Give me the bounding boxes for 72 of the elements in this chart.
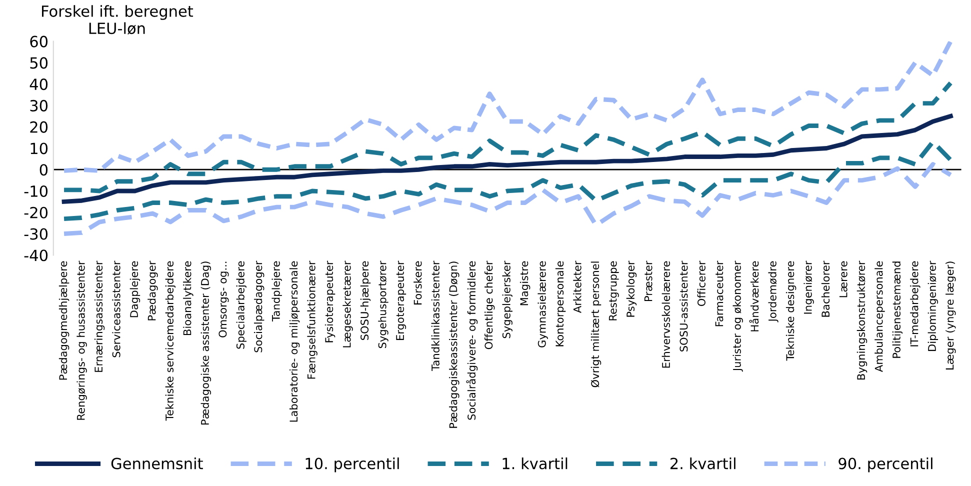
x-tick-label: Specialarbejdere bbox=[236, 261, 246, 349]
x-tick-label: Øvrigt militært personel bbox=[590, 262, 602, 388]
x-tick-label: Tandklinikassistenter bbox=[431, 260, 440, 372]
y-tick-label: 50 bbox=[30, 57, 48, 69]
x-tick-label: Offentlige chefer bbox=[484, 260, 495, 350]
x-tick-label: Kontorpersonale bbox=[555, 261, 566, 346]
x-tick-label: Dagplejere bbox=[130, 261, 140, 318]
line-series bbox=[62, 162, 953, 236]
x-tick-label: Ergoterapeuter bbox=[396, 260, 406, 340]
y-tick-label: -40 bbox=[24, 250, 48, 262]
x-tick-label: Bygningskonstruktører bbox=[856, 260, 868, 380]
x-tick-label: Håndværkere bbox=[749, 261, 759, 332]
x-tick-label: Sygeplejersker bbox=[502, 260, 512, 338]
x-tick-label: SOSU-assistenter bbox=[680, 260, 688, 352]
legend-label: 2. kvartil bbox=[670, 457, 736, 470]
x-tick-label: Magistre bbox=[520, 261, 530, 306]
x-tick-label: Ambulancepersonale bbox=[874, 261, 885, 372]
x-tick-label: Præster bbox=[644, 260, 652, 302]
x-tick-label: Socialrådgivere- og formidlere bbox=[466, 261, 478, 420]
x-tick-label: Serviceassistenter bbox=[112, 260, 120, 358]
legend-label: 10. percentil bbox=[306, 457, 399, 472]
x-tick-label: Fængselsfunktionærer bbox=[307, 260, 318, 379]
x-tick-label: Bachelorer bbox=[821, 260, 830, 317]
y-tick-label: 40 bbox=[30, 78, 48, 90]
x-tick-label: SOSU-hjælpere bbox=[360, 261, 371, 340]
y-tick-label: 60 bbox=[30, 36, 48, 48]
legend-label: Gennemsnit bbox=[111, 457, 203, 470]
x-tick-label: Politijenestemænd bbox=[892, 262, 903, 358]
x-tick-label: Laboratorie- og miljøpersonale bbox=[289, 261, 300, 422]
x-tick-label: Erhvervsskolelærere bbox=[662, 261, 670, 368]
line-series bbox=[62, 41, 953, 173]
x-tick-label: Forskere bbox=[414, 261, 422, 304]
x-tick-label: Pædagogiske assistenter (Dag) bbox=[200, 262, 212, 425]
x-tick-label: Pædagogmedhjælpere bbox=[58, 261, 70, 380]
x-tick-label: Lægesekretærer bbox=[342, 260, 353, 348]
y-tick-label: -10 bbox=[24, 185, 48, 198]
x-tick-label: Ernæringsassistenter bbox=[94, 260, 105, 372]
x-tick-label: Restgruppe bbox=[608, 261, 619, 320]
x-tick-label: Farmaceuter bbox=[715, 260, 724, 326]
x-tick-label: Ingeniører bbox=[804, 260, 814, 314]
x-tick-label: Lærere bbox=[839, 261, 848, 298]
y-axis-title: Forskel ift. beregnet LEU-løn bbox=[42, 5, 194, 35]
y-tick-label: 10 bbox=[30, 142, 48, 154]
legend-label: 90. percentil bbox=[838, 457, 932, 472]
x-tick-label: Sygehusportører bbox=[378, 260, 388, 348]
line-series bbox=[62, 114, 953, 204]
y-tick-label: 20 bbox=[30, 121, 48, 133]
x-tick-label: Jurister og økonomer bbox=[732, 260, 743, 372]
legend-label: 1. kvartil bbox=[502, 457, 568, 470]
x-tick-label: Rengørings- og husassistenter bbox=[76, 260, 87, 420]
y-tick-label: 0 bbox=[40, 164, 48, 176]
x-tick-label: Diplomingeniører bbox=[928, 260, 938, 351]
x-tick-label: Tekniske servicemedarbejdere bbox=[165, 261, 176, 421]
x-tick-label: Gymnasielærere bbox=[538, 261, 548, 348]
y-tick-label: -30 bbox=[24, 228, 48, 240]
x-tick-label: Læger (yngre læger) bbox=[946, 262, 956, 370]
y-tick-label: -20 bbox=[24, 206, 48, 218]
x-tick-label: Arkitekter bbox=[573, 260, 582, 313]
x-tick-label: Officerer bbox=[697, 260, 706, 306]
x-tick-label: Tandplejere bbox=[272, 261, 282, 322]
x-tick-label: Pædagogiskeassistenter (Døgn) bbox=[449, 262, 460, 428]
x-tick-label: Bioanalytikere bbox=[183, 261, 194, 335]
x-tick-label: Fysioterapeuter bbox=[324, 260, 336, 342]
x-tick-label: Tekniske designere bbox=[786, 261, 796, 361]
x-tick-label: Omsorgs- og... bbox=[218, 262, 229, 338]
x-tick-label: Pædagoger bbox=[148, 260, 158, 320]
x-tick-label: Psykologer bbox=[626, 260, 637, 317]
x-tick-label: IT-medarbejdere bbox=[910, 261, 920, 346]
line-series bbox=[62, 140, 953, 222]
y-tick-label: 30 bbox=[30, 100, 48, 112]
x-tick-label: Jordemødre bbox=[768, 261, 778, 322]
x-tick-label: Socialpædagoger bbox=[254, 260, 264, 352]
